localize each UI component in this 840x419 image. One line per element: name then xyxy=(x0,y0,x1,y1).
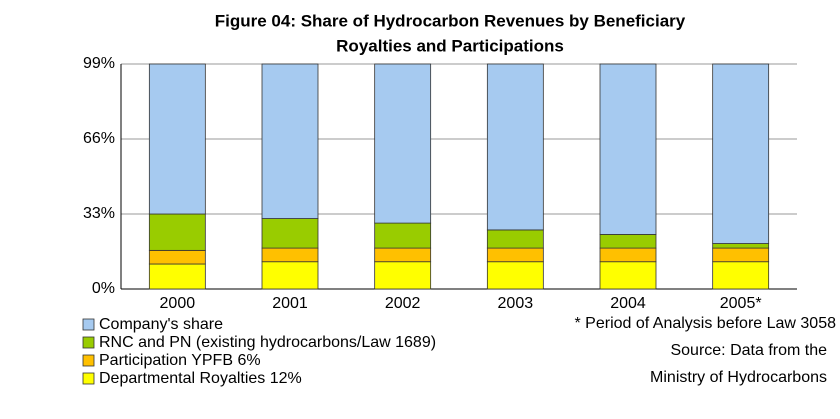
bar-segment xyxy=(599,247,657,263)
bar-segment xyxy=(599,63,657,235)
y-tick-label: 99% xyxy=(83,55,115,72)
bar-segment xyxy=(374,261,432,290)
bar-segment xyxy=(486,229,544,249)
bar-segment xyxy=(148,249,206,265)
bar-segment xyxy=(374,222,432,249)
x-tick-label: 2003 xyxy=(498,295,534,312)
x-tick-label: 2000 xyxy=(160,295,196,312)
bar-segment xyxy=(712,243,770,249)
x-tick-label: 2004 xyxy=(610,295,646,312)
bar-segment xyxy=(148,63,206,215)
bar-segment xyxy=(148,263,206,290)
bar-segment xyxy=(261,218,319,249)
x-tick-label: 2005* xyxy=(720,295,762,312)
note: Ministry of Hydrocarbons xyxy=(650,369,827,386)
note: Source: Data from the xyxy=(670,342,827,359)
legend-swatch xyxy=(82,372,95,385)
legend-label: Departmental Royalties 12% xyxy=(99,370,302,387)
bar-segment xyxy=(148,213,206,251)
y-tick-label: 66% xyxy=(83,130,115,147)
note: * Period of Analysis before Law 3058 xyxy=(575,315,837,332)
legend-swatch xyxy=(82,354,95,367)
x-tick-label: 2002 xyxy=(385,295,421,312)
bar-segment xyxy=(712,247,770,263)
y-tick-label: 0% xyxy=(92,280,115,297)
bar-segment xyxy=(712,261,770,290)
chart-title: Figure 04: Share of Hydrocarbon Revenues… xyxy=(215,11,686,30)
bar-segment xyxy=(486,261,544,290)
bar-segment xyxy=(374,247,432,263)
bar-segment xyxy=(486,247,544,263)
bar-segment xyxy=(261,261,319,290)
bar-segment xyxy=(712,63,770,244)
y-tick-label: 33% xyxy=(83,205,115,222)
legend-label: Company's share xyxy=(99,316,223,333)
x-tick-label: 2001 xyxy=(272,295,308,312)
legend-swatch xyxy=(82,336,95,349)
bar-segment xyxy=(261,247,319,263)
bar-segment xyxy=(599,261,657,290)
bar-segment xyxy=(374,63,432,224)
legend-label: Participation YPFB 6% xyxy=(99,352,261,369)
chart-subtitle: Royalties and Participations xyxy=(336,36,564,55)
legend-label: RNC and PN (existing hydrocarbons/Law 16… xyxy=(99,334,436,351)
bar-segment xyxy=(599,234,657,249)
legend-swatch xyxy=(82,318,95,331)
bar-segment xyxy=(486,63,544,231)
bar-segment xyxy=(261,63,319,219)
